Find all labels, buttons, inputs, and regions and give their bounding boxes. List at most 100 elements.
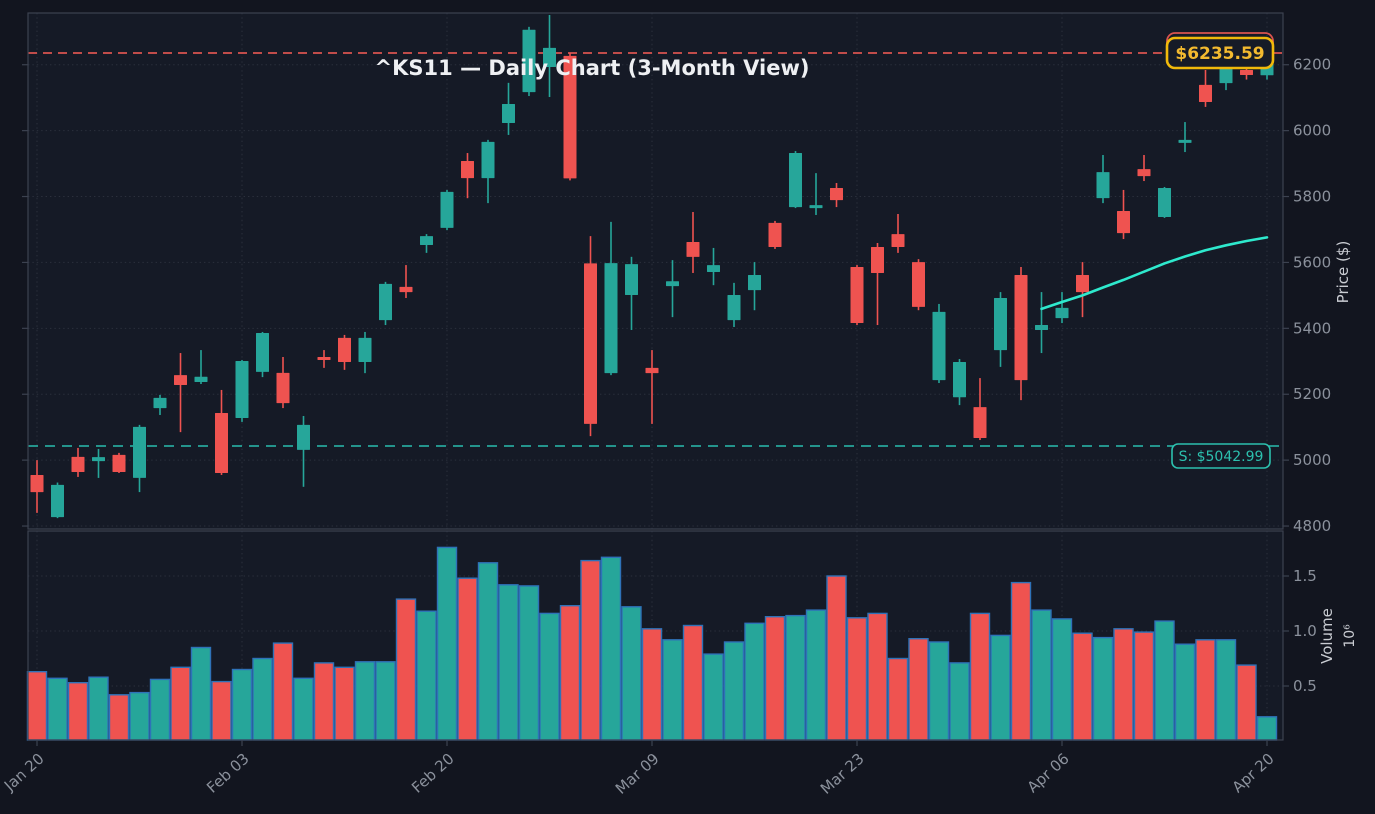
price-tick-label: 6200 (1293, 56, 1331, 74)
volume-bar (805, 609, 827, 741)
candle-body (809, 205, 823, 209)
volume-bar (908, 638, 929, 741)
volume-bar (252, 657, 273, 741)
price-tick-label: 4800 (1293, 517, 1331, 535)
candle-body (891, 234, 905, 247)
volume-bar (621, 606, 642, 741)
candle-body (30, 474, 44, 493)
chart-title: ^KS11 — Daily Chart (3-Month View) (375, 56, 810, 80)
volume-bar (457, 577, 478, 741)
volume-bar (334, 666, 355, 741)
volume-bar (662, 639, 683, 741)
candle-body (502, 103, 515, 124)
volume-bar (293, 677, 314, 741)
candle-body (51, 484, 64, 518)
resistance-badge: $6235.59 (1165, 32, 1275, 70)
candle-body (1137, 169, 1151, 177)
volume-bar (88, 676, 109, 741)
candle-body (1117, 211, 1130, 234)
resistance-badge-text: $6235.59 (1175, 44, 1264, 64)
volume-bar (1236, 664, 1257, 741)
candle-body (297, 424, 310, 450)
volume-bar (1010, 581, 1032, 741)
volume-pane-spine (27, 530, 1284, 741)
candle-body (1240, 70, 1253, 75)
volume-bar (1051, 618, 1073, 741)
volume-bar (990, 634, 1011, 741)
price-tick-label: 5200 (1293, 385, 1331, 403)
candle-body (850, 267, 864, 324)
candle-body (666, 281, 679, 287)
volume-bar (354, 661, 376, 741)
volume-bar (1072, 632, 1093, 741)
candle-body (481, 141, 495, 179)
candle-body (1035, 325, 1048, 330)
candle-body (953, 361, 966, 398)
support-badge-box (1171, 443, 1271, 469)
candle-body (973, 407, 987, 439)
candle-body (215, 413, 228, 473)
candle-body (932, 311, 946, 381)
price-tick-label: 6000 (1293, 122, 1331, 140)
candle-body (768, 222, 782, 247)
volume-bar (1092, 636, 1114, 741)
candle-body (133, 426, 146, 478)
volume-bar (26, 671, 48, 741)
candle-body (563, 55, 577, 179)
price-pane-background (28, 13, 1283, 529)
candle-body (748, 274, 761, 291)
candle-body (625, 264, 638, 296)
volume-bar (867, 612, 888, 741)
volume-bar (190, 646, 212, 741)
price-tick-label: 5400 (1293, 319, 1331, 337)
volume-bar (231, 668, 253, 741)
candle-body (1014, 274, 1028, 381)
volume-bar (416, 610, 437, 741)
candle-body (1178, 139, 1192, 143)
volume-bar (928, 641, 950, 741)
candle-body (1096, 172, 1110, 199)
volume-bar (744, 622, 765, 741)
support-badge: S: $5042.99 (1171, 443, 1271, 469)
volume-bar (395, 598, 417, 741)
candle-body (92, 457, 105, 462)
candle-body (379, 283, 392, 321)
price-tick-label: 5600 (1293, 253, 1331, 271)
volume-bar (129, 691, 150, 741)
volume-bar (313, 662, 335, 741)
candle-body (153, 397, 167, 409)
candle-body (256, 332, 269, 372)
volume-bar (949, 662, 970, 741)
volume-bar (375, 661, 396, 741)
candle-body (584, 263, 597, 424)
candle-body (727, 295, 741, 321)
volume-bar (1256, 716, 1278, 741)
volume-bar (1113, 628, 1134, 741)
volume-bar (1195, 639, 1216, 741)
volume-bar (272, 642, 294, 741)
volume-tick-label: 1.5 (1293, 567, 1317, 585)
volume-bar (498, 584, 519, 741)
volume-bar (170, 666, 191, 741)
candle-body (71, 456, 85, 472)
candle-body (440, 191, 454, 228)
volume-bar (682, 624, 704, 741)
trend-line (1040, 236, 1269, 311)
volume-bar (723, 641, 745, 741)
candle-body (1199, 84, 1212, 102)
volume-bar (1031, 609, 1052, 741)
volume-bar (211, 680, 232, 741)
candle-body (317, 357, 331, 360)
volume-bar (559, 605, 581, 741)
candle-body (789, 153, 802, 208)
candle-body (994, 298, 1007, 351)
volume-bar (846, 617, 868, 741)
resistance-badge-box (1165, 36, 1275, 70)
volume-bar (764, 616, 786, 741)
candle-body (112, 454, 126, 472)
volume-bar (1215, 639, 1237, 741)
price-tick-label: 5800 (1293, 188, 1331, 206)
candle-body (194, 376, 208, 383)
volume-tick-label: 0.5 (1293, 677, 1317, 695)
